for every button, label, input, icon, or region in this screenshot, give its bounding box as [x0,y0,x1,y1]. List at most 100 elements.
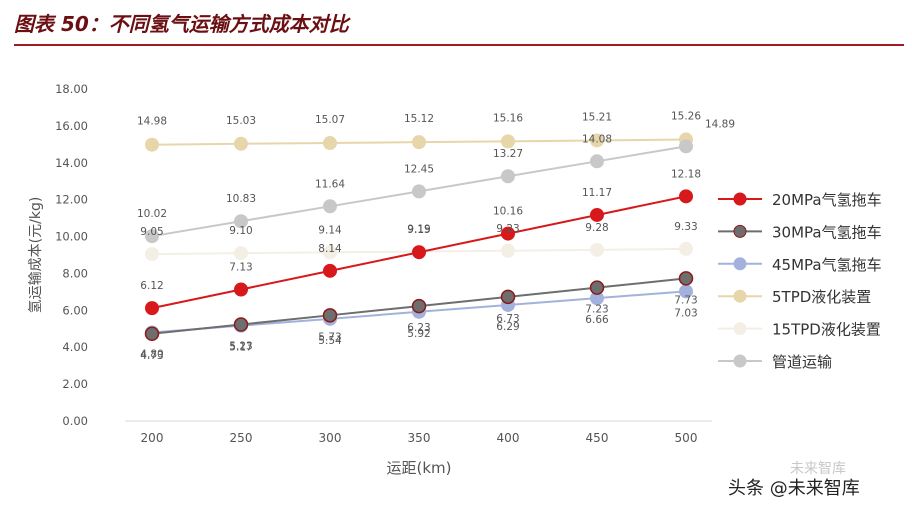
data-label: 9.05 [140,226,163,238]
y-tick-label: 2.00 [62,377,88,391]
data-label: 11.17 [582,187,612,199]
x-tick-label: 350 [408,431,431,445]
x-tick-label: 400 [497,431,520,445]
x-tick-label: 300 [319,431,342,445]
data-label: 14.08 [582,133,612,145]
data-label: 14.89 [705,118,735,130]
data-point [679,139,693,154]
data-label: 10.83 [226,193,256,205]
data-label: 9.15 [407,224,430,236]
data-point [501,169,515,184]
data-label: 9.23 [496,223,519,235]
x-tick-label: 200 [141,431,164,445]
legend-marker [733,192,747,206]
data-point [145,229,159,244]
data-label: 6.66 [585,314,609,326]
data-label: 12.18 [671,168,701,180]
data-label: 6.73 [496,313,519,325]
y-axis-title: 氢运输成本(元/kg) [28,197,44,314]
y-tick-label: 0.00 [62,414,88,428]
data-label: 11.64 [315,178,345,190]
data-label: 7.03 [674,307,697,319]
data-label: 13.27 [493,148,523,160]
data-point [145,137,159,152]
data-point [590,242,604,257]
data-label: 4.80 [140,348,163,360]
legend-marker [733,322,747,336]
data-label: 6.12 [140,280,163,292]
data-label: 5.92 [407,328,430,340]
data-point [144,326,160,342]
data-point [501,134,515,149]
x-axis-title: 运距(km) [386,459,451,477]
data-point [412,135,426,150]
data-label: 9.10 [229,225,252,237]
x-tick-label: 450 [586,431,609,445]
data-label: 5.54 [318,335,342,347]
data-point [589,280,605,295]
legend-label: 45MPa气氢拖车 [772,256,882,274]
data-label: 5.23 [229,341,252,353]
data-label: 7.13 [229,261,252,273]
legend-label: 20MPa气氢拖车 [772,191,882,209]
legend-label: 15TPD液化装置 [772,321,881,339]
data-label: 7.73 [674,294,697,306]
data-point [145,247,159,262]
data-label: 15.07 [315,114,345,126]
data-point [501,226,515,241]
y-tick-label: 14.00 [55,156,88,170]
y-tick-label: 4.00 [62,340,88,354]
y-tick-label: 8.00 [62,266,88,280]
data-label: 15.12 [404,113,434,125]
data-label: 9.28 [585,222,608,234]
data-label: 5.73 [318,331,341,343]
watermark: 头条 @未来智库 [728,478,860,499]
data-point [323,245,337,260]
data-point [679,189,693,204]
data-label: 6.23 [407,322,430,334]
data-point [323,199,337,214]
data-label: 6.29 [496,321,519,333]
data-label: 9.33 [674,221,697,233]
data-label: 7.23 [585,304,608,316]
y-tick-label: 10.00 [55,230,88,244]
legend-label: 5TPD液化装置 [772,288,871,306]
y-tick-label: 6.00 [62,303,88,317]
data-point [500,289,516,305]
data-point [234,136,248,151]
data-label: 15.26 [671,111,701,123]
legend-marker [733,354,747,368]
data-label: 15.03 [226,115,256,127]
data-point [234,246,248,261]
data-label: 8.14 [318,243,342,255]
data-point [323,263,337,278]
data-label: 10.02 [137,208,167,220]
data-label: 4.73 [140,350,163,362]
data-point [234,282,248,297]
data-label: 12.45 [404,163,434,175]
data-label: 15.16 [493,112,523,124]
watermark-faint: 未来智库 [790,461,846,477]
data-label: 14.98 [137,116,167,128]
data-point [323,136,337,151]
data-point [322,308,338,323]
legend-marker [733,289,747,303]
data-point [412,245,426,260]
chart-title: 图表 50：不同氢气运输方式成本对比 [14,12,349,36]
data-point [411,298,427,314]
data-point [590,154,604,169]
data-label: 15.21 [582,111,612,123]
data-label: 10.16 [493,206,523,218]
data-point [412,184,426,199]
data-point [501,243,515,258]
data-point [590,207,604,222]
data-point [234,214,248,229]
y-tick-label: 12.00 [55,193,88,207]
x-tick-label: 500 [675,431,698,445]
legend-label: 管道运输 [772,353,832,371]
data-point [233,317,249,332]
data-point [679,241,693,256]
y-tick-label: 16.00 [55,119,88,133]
legend-label: 30MPa气氢拖车 [772,223,882,241]
